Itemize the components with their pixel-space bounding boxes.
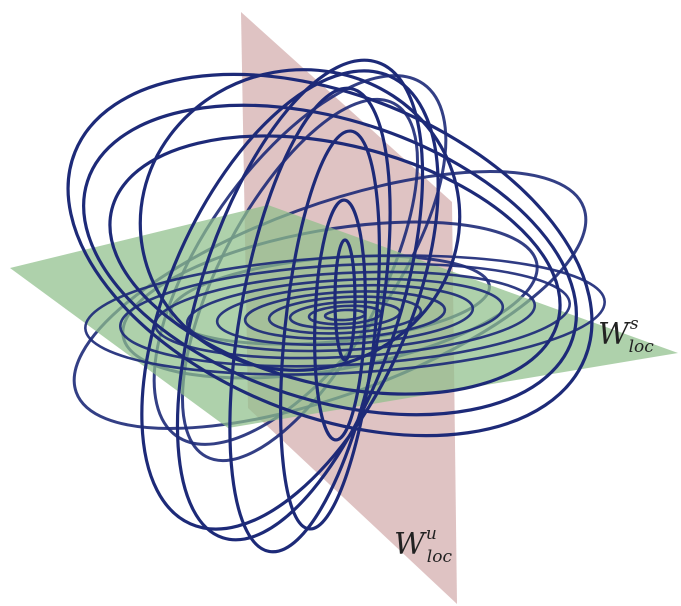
orbit-loop [138, 68, 462, 372]
stable-label-subscript: loc [628, 337, 654, 357]
stable-manifold-label: Ws loc [598, 316, 663, 356]
orbit-loop [140, 69, 440, 531]
spiral-loop [84, 254, 606, 376]
orbit-loop [228, 86, 392, 554]
orbit-loop [279, 129, 381, 531]
spiral-loop [267, 295, 423, 335]
orbit-loop [175, 58, 425, 542]
stable-label-main: W [598, 317, 629, 352]
spiral-loop [185, 277, 505, 353]
spiral-loop [118, 262, 572, 368]
unstable-label-superscript: u [425, 524, 437, 544]
orbit-loop [313, 198, 367, 442]
orbit-loop [82, 103, 578, 417]
spiral-loop [243, 290, 447, 340]
orbit-loop [108, 134, 562, 396]
stable-label-superscript: s [629, 314, 639, 334]
unstable-label-subscript: loc [426, 547, 452, 567]
unstable-label-main: W [394, 527, 425, 562]
unstable-manifold-label: Wu loc [394, 526, 461, 566]
orbit-loop [66, 72, 594, 438]
spiral-loop [215, 283, 475, 347]
orbit-curves-front [66, 58, 594, 554]
spiral-orbits [84, 254, 606, 376]
orbit-loop [333, 238, 357, 362]
